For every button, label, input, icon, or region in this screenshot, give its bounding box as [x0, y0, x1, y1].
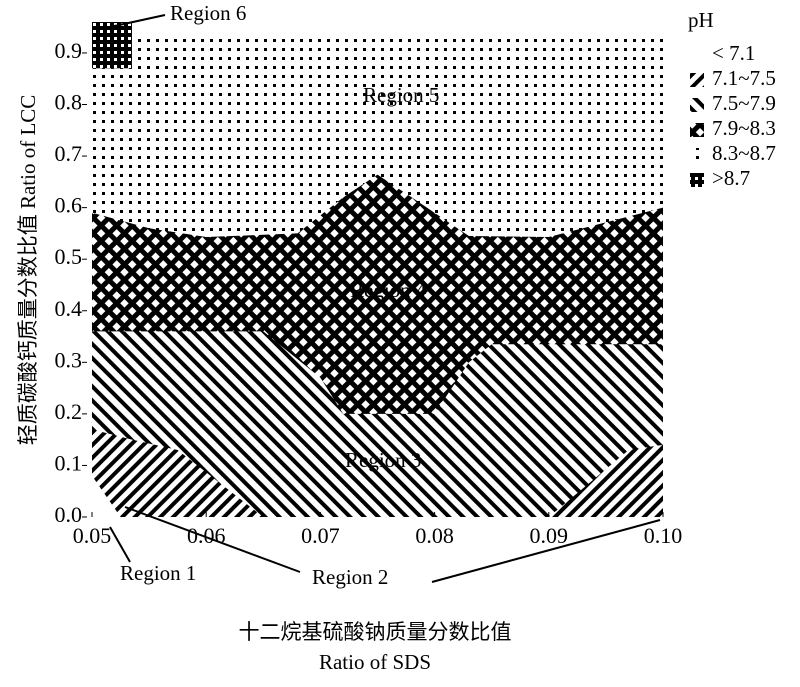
- y-tick-label: 0.8: [55, 90, 83, 115]
- legend-swatch: [690, 123, 704, 137]
- legend-label: < 7.1: [712, 41, 755, 65]
- x-tick-label: 0.09: [530, 523, 569, 548]
- legend-label: >8.7: [712, 166, 750, 190]
- y-tick-label: 0.9: [55, 38, 83, 63]
- y-tick-label: 0.1: [55, 450, 83, 475]
- y-tick-label: 0.7: [55, 141, 83, 166]
- region-label: Region 3: [345, 448, 421, 472]
- legend-title: pH: [688, 8, 714, 32]
- region-label: Region 5: [363, 83, 439, 107]
- legend-label: 8.3~8.7: [712, 141, 776, 165]
- y-tick-label: 0.5: [55, 244, 83, 269]
- region-label: Region 1: [120, 561, 196, 585]
- region-label: Region 4: [350, 278, 427, 302]
- legend-label: 7.1~7.5: [712, 66, 776, 90]
- region-label: Region 6: [170, 1, 246, 25]
- x-axis-label: Ratio of SDS: [319, 650, 431, 674]
- y-tick-label: 0.4: [55, 296, 83, 321]
- legend-swatch: [690, 73, 704, 87]
- legend-label: 7.9~8.3: [712, 116, 776, 140]
- x-tick-label: 0.08: [415, 523, 454, 548]
- region-label: Region 2: [312, 565, 388, 589]
- contour-region: [92, 331, 663, 517]
- legend-swatch: [690, 173, 704, 187]
- x-tick-label: 0.06: [187, 523, 226, 548]
- contour-region: [92, 429, 663, 517]
- contour-region: [92, 22, 132, 69]
- x-tick-label: 0.07: [301, 523, 340, 548]
- leader-lines: [109, 14, 661, 583]
- x-axis-label: 十二烷基硫酸钠质量分数比值: [239, 620, 512, 644]
- y-axis-label: 轻质碳酸钙质量分数比值 Ratio of LCC: [16, 95, 40, 446]
- x-tick-label: 0.10: [644, 523, 683, 548]
- y-tick-label: 0.3: [55, 347, 83, 372]
- x-tick-label: 0.05: [73, 523, 112, 548]
- legend-label: 7.5~7.9: [712, 91, 776, 115]
- contour-region: [92, 475, 121, 517]
- y-tick-label: 0.6: [55, 193, 83, 218]
- legend-swatch: [690, 98, 704, 112]
- y-tick-label: 0.2: [55, 399, 83, 424]
- legend-swatch: [690, 148, 704, 162]
- y-tick-label: 0.0: [55, 502, 83, 527]
